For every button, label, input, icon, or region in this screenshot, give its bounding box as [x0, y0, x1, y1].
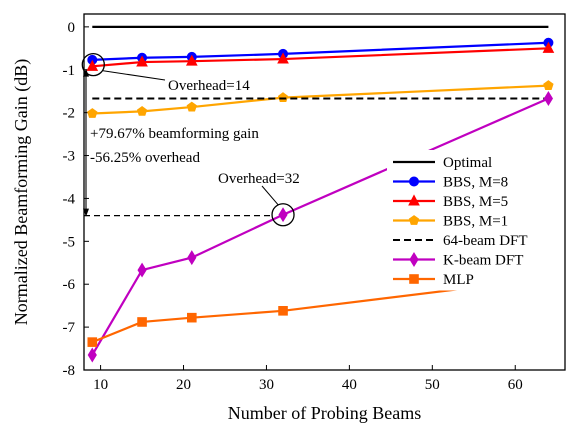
series-k-beam-dft	[87, 91, 554, 363]
data-point	[136, 105, 148, 116]
legend-entry-bbs-m-8: BBS, M=8	[393, 175, 508, 191]
highlight-circle-14	[81, 52, 105, 77]
arrow-head-down	[83, 208, 89, 217]
y-tick-label: -2	[63, 106, 76, 122]
data-point	[543, 91, 554, 106]
x-tick-label: 60	[508, 377, 523, 393]
legend-swatch-marker	[409, 274, 419, 284]
plot-area: 10 20 30 40 50 60 0 -1 -2 -3 -4 -5 -6 -7 -8	[63, 13, 566, 393]
data-point	[87, 337, 98, 347]
data-point	[277, 52, 289, 64]
x-tick-label: 50	[425, 377, 440, 393]
annotation-layer: Overhead=14 Overhead=32 +79.67% beamform…	[81, 52, 300, 227]
legend-entry-mlp: MLP	[393, 272, 474, 288]
series-bbs-m-5	[86, 41, 555, 71]
data-point	[87, 108, 98, 118]
legend-label: BBS, M=1	[443, 214, 508, 230]
legend-entry-bbs-m-5: BBS, M=5	[393, 194, 508, 210]
annotation-overhead-14: Overhead=14	[168, 78, 250, 94]
highlight-circle-32	[271, 203, 295, 227]
legend-swatch-marker	[409, 252, 419, 267]
legend-label: BBS, M=8	[443, 175, 508, 191]
x-axis-title: Number of Probing Beams	[228, 403, 421, 423]
series-line-bbs-m-1	[92, 84, 549, 115]
x-tick-label: 20	[176, 377, 191, 393]
y-tick-label: -4	[63, 191, 76, 207]
data-point	[185, 54, 198, 66]
data-point	[277, 92, 289, 102]
legend-entry-bbs-m-1: BBS, M=1	[393, 214, 508, 230]
series-bbs-m-1	[87, 80, 554, 118]
data-point	[187, 312, 197, 323]
data-point	[136, 55, 148, 67]
legend-entry-64-beam-dft: 64-beam DFT	[393, 233, 528, 249]
legend: Optimal BBS, M=8 BBS, M=5 BBS, M=1 64-beam D…	[387, 150, 559, 291]
y-tick-label: -3	[63, 149, 76, 165]
data-point	[87, 347, 97, 363]
y-tick-label: -8	[63, 363, 76, 379]
legend-swatch-marker	[408, 215, 420, 225]
data-point	[278, 306, 288, 316]
callout-line-32	[261, 185, 279, 206]
arrow-head-up	[83, 68, 89, 77]
data-point	[137, 317, 147, 327]
data-point	[86, 59, 99, 71]
data-point	[542, 41, 555, 53]
annotation-overhead-reduction: -56.25% overhead	[90, 150, 200, 166]
legend-label: Optimal	[443, 155, 492, 171]
data-point	[543, 80, 554, 90]
x-tick-label: 10	[93, 377, 108, 393]
legend-label: K-beam DFT	[443, 253, 523, 269]
y-axis-title: Normalized Beamforming Gain (dB)	[11, 59, 32, 325]
annotation-gain-improvement: +79.67% beamforming gain	[90, 126, 259, 142]
legend-label: 64-beam DFT	[443, 233, 528, 249]
legend-label: MLP	[443, 272, 474, 288]
annotation-overhead-32: Overhead=32	[218, 171, 300, 187]
y-tick-label: -5	[63, 234, 76, 250]
data-point	[137, 262, 147, 278]
series-layer	[86, 25, 555, 363]
x-tick-label: 30	[259, 377, 274, 393]
legend-swatch-marker	[408, 194, 420, 206]
legend-label: BBS, M=5	[443, 194, 508, 210]
y-tick-label: -7	[63, 320, 76, 336]
legend-entry-optimal: Optimal	[393, 155, 492, 171]
y-tick-label: -1	[63, 63, 76, 79]
y-tick-label: 0	[68, 20, 76, 36]
data-point	[278, 207, 288, 223]
x-tick-label: 40	[342, 377, 357, 393]
y-tick-label: -6	[63, 277, 76, 293]
axes-frame	[83, 13, 566, 371]
legend-entry-k-beam-dft: K-beam DFT	[393, 252, 523, 269]
data-point	[187, 250, 197, 266]
data-point	[186, 101, 197, 112]
callout-line-14	[102, 70, 166, 81]
legend-swatch-marker	[409, 176, 419, 187]
